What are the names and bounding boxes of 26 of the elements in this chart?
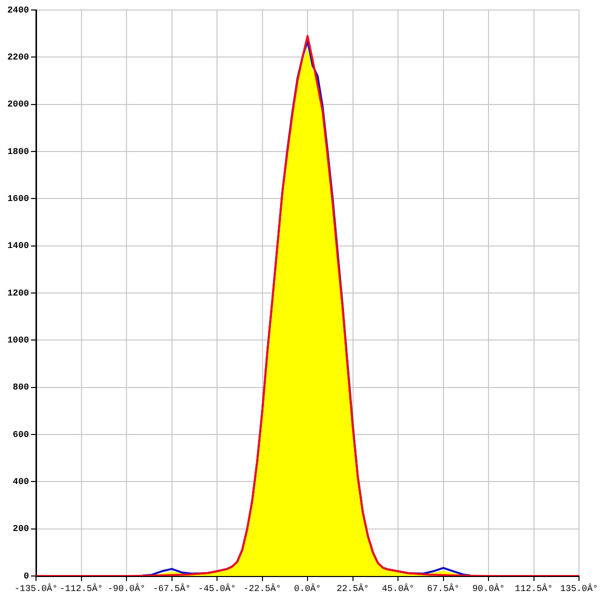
y-tick-label: 2200 [7, 52, 29, 62]
x-tick-label: -22.5Â° [243, 582, 282, 594]
y-tick-label: 2000 [7, 100, 29, 110]
y-tick-label: 2400 [7, 5, 29, 16]
y-tick-label: 1400 [7, 241, 29, 252]
y-tick-label: 800 [12, 382, 29, 393]
y-tick-label: 1000 [7, 335, 29, 346]
x-tick-label: 67.5Â° [427, 582, 460, 594]
x-tick-label: 45.0Â° [382, 582, 414, 594]
y-tick-label: 1600 [7, 194, 29, 204]
y-tick-label: 1200 [7, 288, 29, 298]
y-tick-label: 400 [12, 476, 29, 487]
x-tick-label: -90.0Â° [108, 582, 146, 594]
x-tick-label: 22.5Â° [336, 582, 370, 594]
y-tick-label: 200 [12, 524, 29, 534]
x-tick-label: -112.5Â° [60, 582, 103, 594]
x-tick-label: -135.0Â° [14, 582, 58, 594]
x-tick-label: -45.0Â° [198, 582, 236, 594]
x-tick-label: 0.0Â° [294, 582, 322, 594]
x-tick-label: -67.5Â° [152, 582, 191, 594]
y-tick-label: 600 [12, 430, 29, 440]
y-tick-label: 1800 [7, 146, 29, 157]
x-tick-label: 112.5Â° [514, 582, 553, 594]
x-tick-label: 135.0Â° [560, 582, 598, 594]
y-tick-label: 0 [24, 571, 29, 582]
x-tick-label: 90.0Â° [472, 582, 505, 594]
